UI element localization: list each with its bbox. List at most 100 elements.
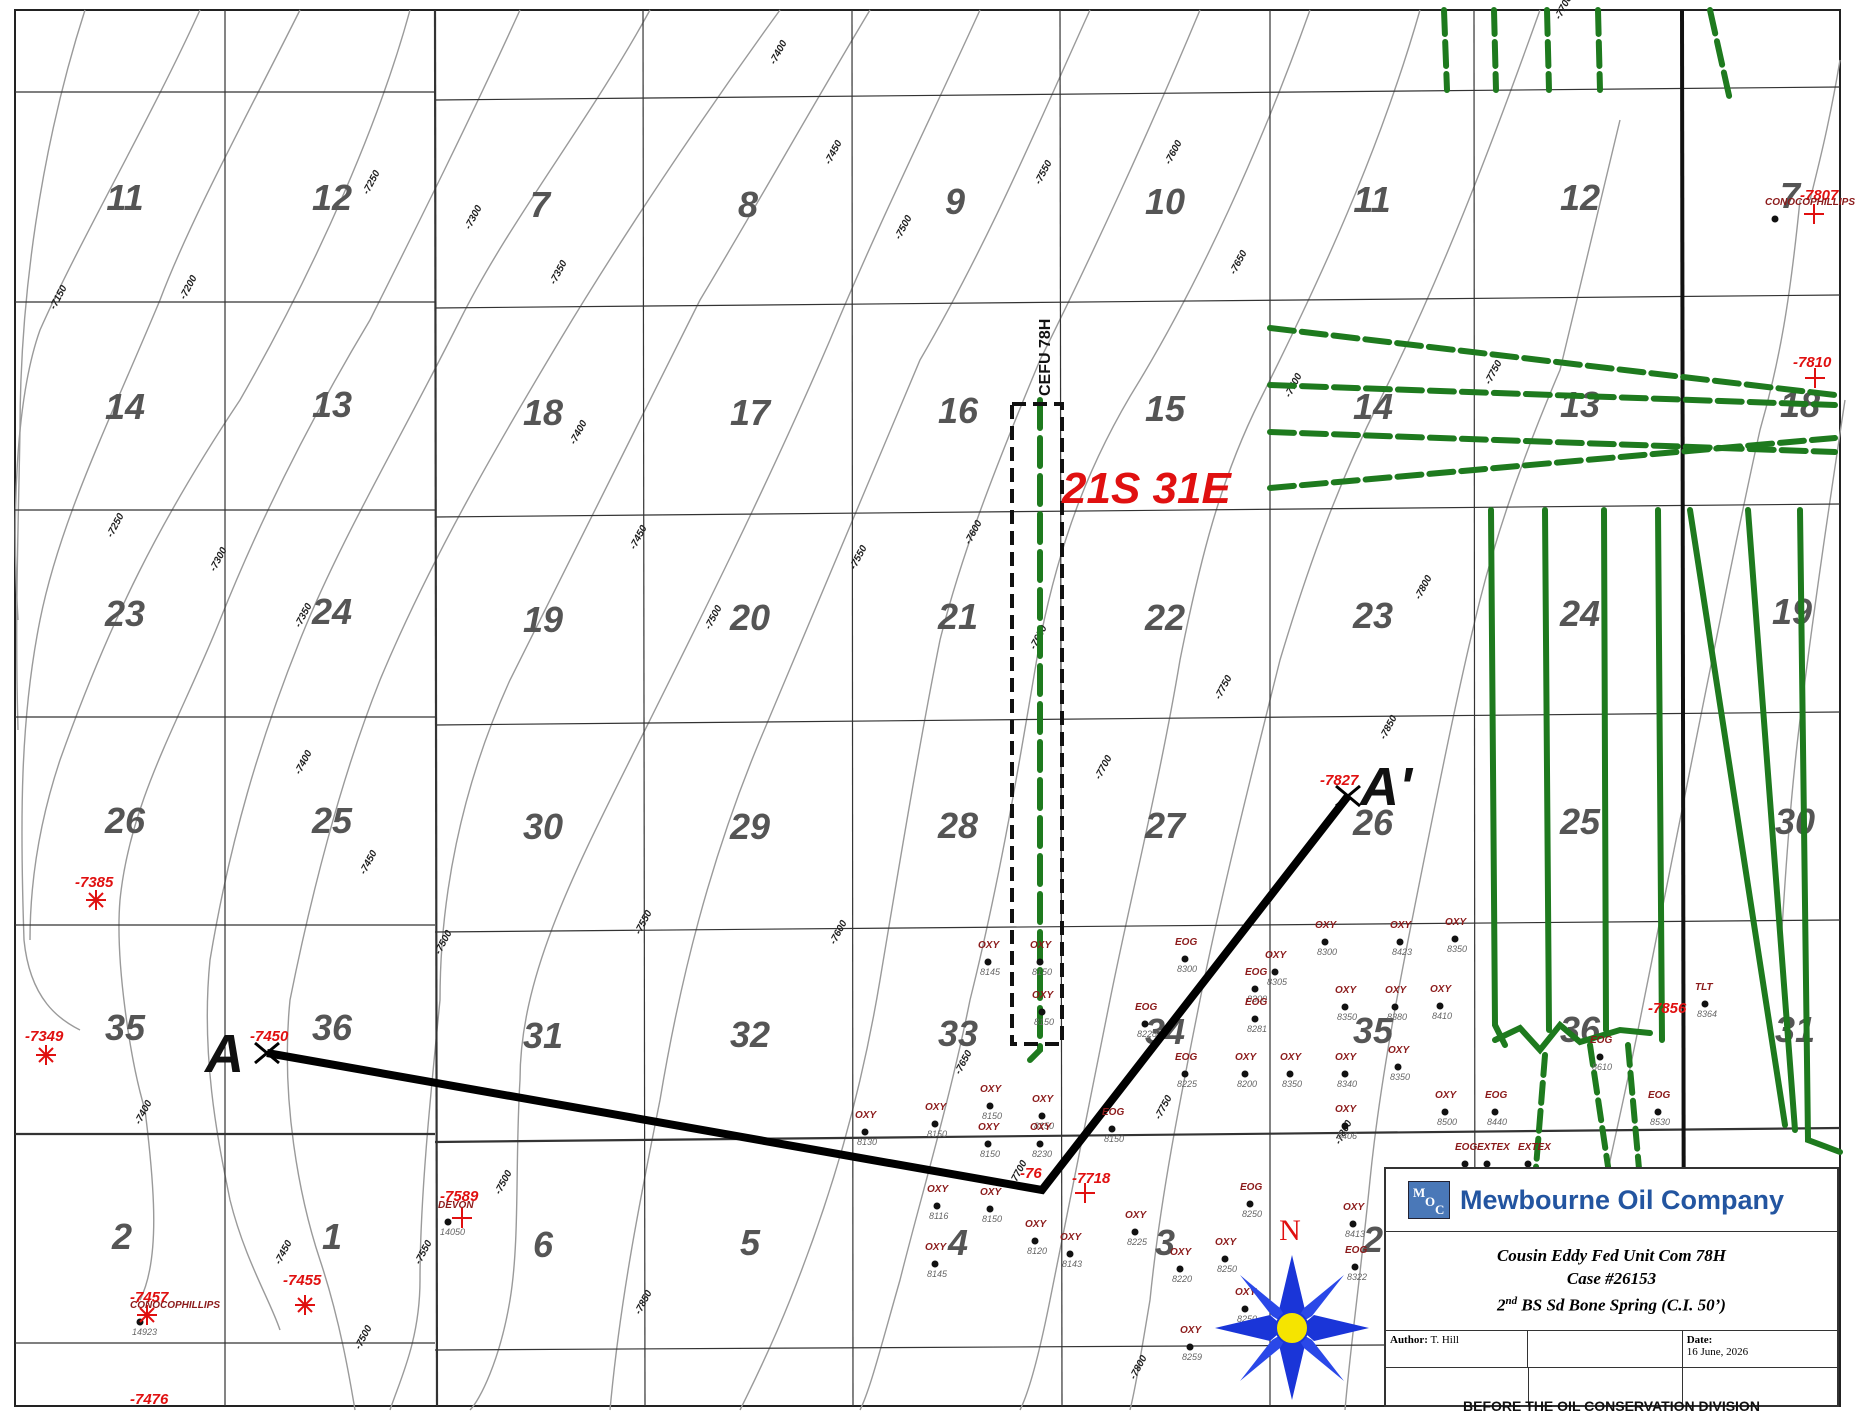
contour-label: -7600 bbox=[828, 918, 850, 946]
subsea-value: -7450 bbox=[250, 1028, 289, 1045]
cross-section-line[interactable]: A A' bbox=[203, 757, 1414, 1195]
depth-label: 8300 bbox=[1247, 994, 1267, 1004]
depth-label: 8300 bbox=[1317, 947, 1337, 957]
depth-label: 8413 bbox=[1345, 1229, 1365, 1239]
well-dot bbox=[1483, 1160, 1491, 1168]
well-dot bbox=[444, 1218, 452, 1226]
subsea-value: -7385 bbox=[75, 874, 114, 891]
contour-label: -7250 bbox=[361, 168, 383, 196]
north-label: N bbox=[1279, 1214, 1301, 1247]
subsea-value: -7807 bbox=[1800, 187, 1839, 204]
section-number: 4 bbox=[947, 1222, 968, 1263]
well-dot bbox=[1436, 1002, 1444, 1010]
contour-label: -7350 bbox=[548, 258, 570, 286]
company-name: Mewbourne Oil Company bbox=[1460, 1184, 1785, 1215]
depth-label: 8423 bbox=[1392, 947, 1412, 957]
depth-label: 8259 bbox=[1182, 1352, 1202, 1362]
well-dot bbox=[1701, 1000, 1709, 1008]
author: T. Hill bbox=[1430, 1334, 1459, 1346]
subsea-values: -7385 -7349 -7450 -7589 -7455 -7457 -7476 -7827… bbox=[25, 187, 1839, 1408]
contour-labels: -7150 -7200 -7250 -7300 -7350 -7400 -7450 -7500… bbox=[48, 0, 1575, 1381]
depth-label: 8250 bbox=[1217, 1264, 1237, 1274]
subsea-value: -7810 bbox=[1793, 354, 1832, 371]
section-number: 25 bbox=[1559, 801, 1601, 842]
contour-label: -7650 bbox=[1228, 248, 1250, 276]
section-number: 6 bbox=[533, 1224, 554, 1265]
depth-label: 8530 bbox=[1650, 1117, 1670, 1127]
depth-label: 8145 bbox=[927, 1269, 948, 1279]
section-number: 20 bbox=[729, 597, 770, 638]
operator-label: EXTEX bbox=[1518, 1142, 1552, 1153]
operator-label: OXY bbox=[1235, 1287, 1257, 1298]
operator-label: EOG bbox=[1455, 1142, 1477, 1153]
well-dot bbox=[1286, 1070, 1294, 1078]
operator-label: TLT bbox=[1695, 982, 1713, 993]
section-number: 22 bbox=[1144, 597, 1185, 638]
section-number: 19 bbox=[1772, 591, 1812, 632]
control-points bbox=[36, 204, 1825, 1325]
operator-label: OXY bbox=[855, 1110, 877, 1121]
depth-label: 14050 bbox=[440, 1227, 465, 1237]
well-name: Cousin Eddy Fed Unit Com 78H bbox=[1496, 1246, 1727, 1265]
subsea-value: -7827 bbox=[1320, 772, 1359, 789]
depth-label: 8225 bbox=[1177, 1079, 1198, 1089]
contour-label: -7750 bbox=[1213, 673, 1235, 701]
contour-label: -7750 bbox=[1153, 1093, 1175, 1121]
section-number: 14 bbox=[1353, 386, 1393, 427]
section-end-label: A' bbox=[1358, 757, 1414, 817]
operator-label: OXY bbox=[1445, 917, 1467, 928]
contour-label: -7300 bbox=[208, 545, 230, 573]
well-dot bbox=[1451, 935, 1459, 943]
operator-label: OXY bbox=[1215, 1237, 1237, 1248]
subsea-value: -76 bbox=[1020, 1165, 1042, 1182]
contour-label: -7300 bbox=[463, 203, 485, 231]
well-dot bbox=[1181, 1070, 1189, 1078]
operator-label: OXY bbox=[1030, 940, 1052, 951]
section-number: 13 bbox=[312, 384, 352, 425]
section-number: 35 bbox=[105, 1007, 146, 1048]
section-number: 15 bbox=[1145, 388, 1186, 429]
operator-label: EOG bbox=[1590, 1035, 1612, 1046]
company-logo: M O C bbox=[1408, 1181, 1450, 1219]
section-number: 12 bbox=[1560, 177, 1600, 218]
contour-label: -7800 bbox=[1413, 573, 1435, 601]
depth-label: 8305 bbox=[1267, 977, 1288, 987]
depth-label: 8500 bbox=[1437, 1117, 1457, 1127]
section-number: 25 bbox=[311, 800, 353, 841]
depth-label: 8440 bbox=[1487, 1117, 1507, 1127]
section-number: 2 bbox=[111, 1216, 132, 1257]
well-dot bbox=[1321, 938, 1329, 946]
contour-label: -7550 bbox=[633, 908, 655, 936]
well-dot bbox=[1251, 1015, 1259, 1023]
well-dot bbox=[1351, 1263, 1359, 1271]
proposed-well-box[interactable] bbox=[1010, 402, 1064, 1046]
township-label: 21S 31E bbox=[1061, 464, 1232, 513]
well-dot bbox=[1181, 955, 1189, 963]
operator-label: OXY bbox=[1235, 1052, 1257, 1063]
depth-label: 8150 bbox=[1032, 967, 1052, 977]
operator-label: OXY bbox=[1388, 1045, 1410, 1056]
depth-label: 8350 bbox=[1337, 1012, 1357, 1022]
operator-label: OXY bbox=[1032, 990, 1054, 1001]
subsea-value: -7349 bbox=[25, 1028, 64, 1045]
well-dots bbox=[136, 215, 1779, 1351]
operator-label: OXY bbox=[1335, 1104, 1357, 1115]
well-dot bbox=[1186, 1343, 1194, 1351]
section-number: 12 bbox=[312, 177, 352, 218]
section-number: 24 bbox=[1559, 593, 1600, 634]
contour-label: -7500 bbox=[893, 213, 915, 241]
operator-label: OXY bbox=[1025, 1219, 1047, 1230]
well-dot bbox=[1066, 1250, 1074, 1258]
depth-label: 8145 bbox=[980, 967, 1001, 977]
operator-label: OXY bbox=[1385, 985, 1407, 996]
depth-label: 8150 bbox=[927, 1129, 947, 1139]
operator-label: OXY bbox=[925, 1102, 947, 1113]
depth-label: 8150 bbox=[982, 1111, 1002, 1121]
existing-laterals[interactable] bbox=[1027, 7, 1843, 1183]
operator-label: OXY bbox=[1170, 1247, 1192, 1258]
well-dot bbox=[1241, 1070, 1249, 1078]
operator-label: EOG bbox=[1175, 1052, 1197, 1063]
contour-label: -7750 bbox=[1483, 358, 1505, 386]
